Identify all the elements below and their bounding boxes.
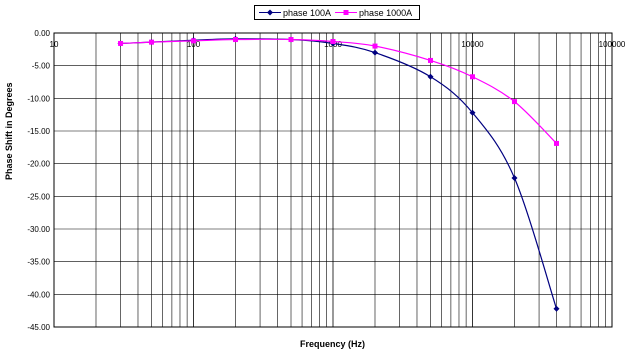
series-2-point [191,38,196,44]
series-2-point [372,43,378,49]
legend-label-series-1: phase 100A [283,7,332,18]
y-axis-tick-labels: 0.00 -5.00 -10.00 -15.00 -20.00 -25.00 -30.00 -… [27,29,50,332]
series-layer [117,35,560,312]
y-tick-label: -40.00 [27,290,50,299]
x-tick-label: 10000 [461,40,484,49]
y-tick-label: -25.00 [27,192,50,201]
plot-grid [53,32,613,328]
y-tick-label: -5.00 [32,62,51,71]
series-2-point [470,74,475,80]
y-axis-title: Phase Shift in Degrees [4,82,14,180]
y-tick-label: -15.00 [27,127,50,136]
y-tick-label: -20.00 [27,160,50,169]
x-axis-title: Frequency (Hz) [299,339,365,349]
legend-label-series-2: phase 1000A [359,7,413,18]
y-tick-label: 0.00 [34,29,50,38]
series-1-point [553,305,560,312]
legend-swatch-series-1 [259,9,281,16]
y-tick-label: -35.00 [27,258,50,267]
plot-border [53,32,613,328]
x-tick-label: 10 [50,40,59,49]
series-2-point [330,38,336,44]
series-2-point [511,99,517,105]
y-tick-label: -10.00 [27,94,50,103]
legend-entry-series-1: phase 100A [259,8,331,18]
series-2-point [118,40,124,46]
series-2-point [149,39,155,45]
series-2-point [288,37,294,43]
series-2-point [232,37,238,43]
series-1-point [427,73,434,80]
series-1-point [371,49,378,56]
y-tick-label: -45.00 [27,323,50,332]
series-2-point [553,140,559,146]
y-tick-label: -30.00 [27,225,50,234]
legend-entry-series-2: phase 1000A [335,8,412,18]
x-tick-label: 100 [187,40,201,49]
series-2-point [428,57,434,63]
x-tick-label: 100000 [599,40,625,49]
legend-swatch-series-2 [335,10,358,15]
series-1-point [511,175,518,182]
series-1-point [469,109,476,116]
legend: phase 100A phase 1000A [254,5,420,20]
